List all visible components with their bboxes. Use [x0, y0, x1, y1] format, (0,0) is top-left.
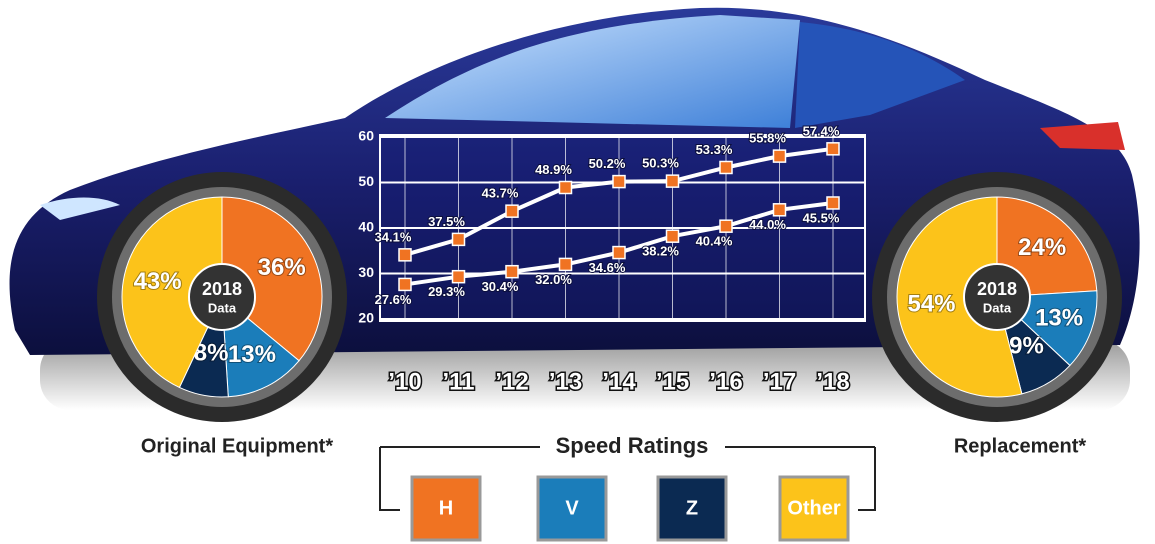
data-label: 48.9%	[535, 162, 572, 177]
x-tick-label: ’10	[388, 368, 421, 395]
center-subtitle: Data	[208, 300, 237, 315]
pie-slice	[896, 196, 1023, 398]
data-label: 40.4%	[696, 234, 733, 249]
marker	[398, 277, 412, 292]
pie-slice	[996, 196, 1098, 298]
data-label: 50.3%	[642, 156, 679, 171]
marker	[826, 142, 840, 156]
marker	[826, 196, 840, 210]
pie-title: Replacement*	[954, 435, 1086, 457]
data-label: 13%	[228, 341, 276, 368]
legend-label: Other	[787, 497, 841, 519]
marker	[451, 232, 466, 247]
y-tick-label: 20	[358, 310, 374, 326]
center-subtitle: Data	[983, 300, 1012, 315]
data-label: 44.0%	[749, 217, 786, 232]
x-tick-label: ’15	[656, 368, 689, 395]
legend-label: Z	[686, 497, 698, 519]
marker	[505, 264, 519, 279]
x-tick-label: ’12	[495, 368, 528, 395]
center-title: 2018	[202, 279, 242, 299]
marker	[719, 160, 733, 175]
data-label: 45.5%	[803, 210, 840, 225]
marker	[505, 204, 519, 218]
center-title: 2018	[977, 279, 1017, 299]
x-tick-label: ’13	[549, 368, 582, 395]
data-label: 29.3%	[428, 284, 465, 299]
pie-slice	[121, 196, 223, 389]
data-label: 54%	[907, 291, 955, 318]
x-tick-label: ’14	[602, 368, 636, 395]
data-label: 34.6%	[589, 260, 626, 275]
data-label: 24%	[1018, 234, 1066, 261]
data-label: 36%	[258, 254, 306, 281]
x-tick-label: ’18	[816, 368, 849, 395]
legend-swatch	[778, 475, 850, 542]
pie-title: Original Equipment*	[141, 435, 333, 457]
marker	[665, 174, 680, 188]
legend-label: V	[565, 497, 579, 519]
marker	[612, 174, 626, 189]
data-label: 53.3%	[696, 142, 733, 157]
legend-swatch	[410, 475, 482, 542]
data-label: 34.1%	[375, 229, 412, 244]
data-label: 38.2%	[642, 244, 679, 259]
legend-swatch	[656, 475, 728, 542]
data-label: 13%	[1035, 305, 1083, 332]
legend-title: Speed Ratings	[556, 433, 709, 458]
data-label: 30.4%	[482, 279, 519, 294]
y-tick-label: 50	[358, 173, 374, 189]
x-tick-label: ’17	[763, 368, 796, 395]
data-label: 55.8%	[749, 131, 786, 146]
pie-slice	[221, 196, 323, 362]
x-tick-label: ’16	[709, 368, 742, 395]
marker	[719, 219, 733, 233]
marker	[772, 203, 787, 217]
pie-center	[188, 263, 256, 331]
data-label: 32.0%	[535, 272, 572, 287]
x-tick-label: ’11	[442, 368, 474, 395]
legend-label: H	[439, 497, 453, 519]
pie-center	[963, 263, 1031, 331]
y-tick-label: 60	[358, 128, 374, 144]
marker	[558, 180, 573, 195]
marker	[772, 149, 787, 163]
data-label: 43.7%	[482, 186, 519, 201]
data-label: 9%	[1009, 332, 1044, 359]
data-label: 27.6%	[375, 292, 412, 307]
data-label: 37.5%	[428, 214, 465, 229]
data-label: 50.2%	[589, 156, 626, 171]
marker	[612, 245, 626, 260]
marker	[558, 257, 573, 272]
data-label: 43%	[134, 268, 182, 295]
y-tick-label: 40	[358, 219, 374, 235]
y-tick-label: 30	[358, 264, 374, 280]
data-label: 57.4%	[803, 123, 840, 138]
marker	[665, 229, 680, 243]
legend-swatch	[536, 475, 608, 542]
marker	[451, 269, 466, 284]
marker	[398, 248, 412, 262]
